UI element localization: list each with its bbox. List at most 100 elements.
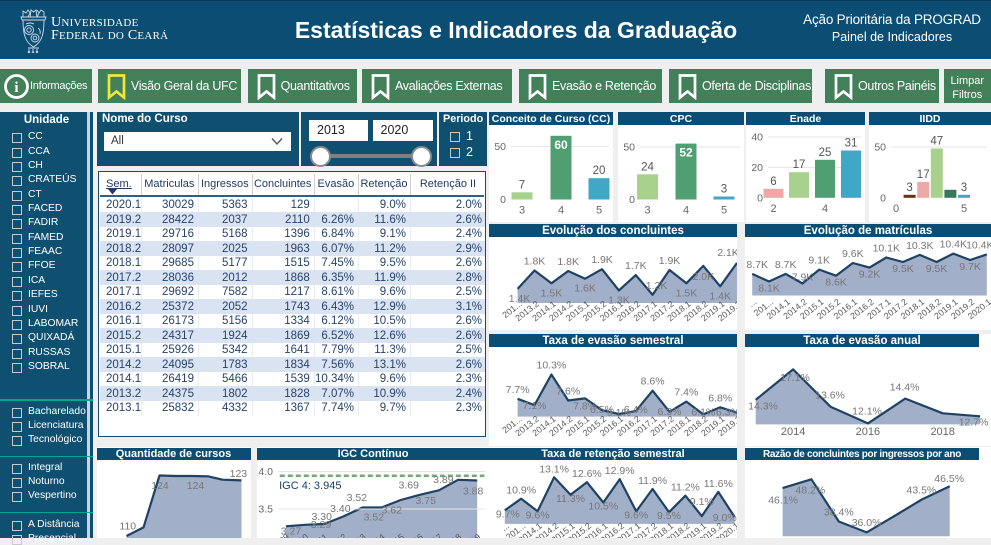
svg-text:3.62: 3.62 [382,505,403,517]
svg-text:38.4%: 38.4% [824,507,854,519]
svg-text:4: 4 [822,203,828,215]
svg-text:5: 5 [596,205,602,217]
svg-text:3.88: 3.88 [463,485,484,497]
svg-text:1.5K: 1.5K [541,287,563,299]
svg-text:1.3K: 1.3K [608,294,630,306]
svg-text:2010: 2010 [289,532,311,538]
svg-text:11.9%: 11.9% [638,475,667,487]
svg-text:1.5K: 1.5K [676,287,698,299]
svg-text:9.0%: 9.0% [713,512,737,524]
svg-text:12.6%: 12.6% [572,468,602,480]
svg-text:7.8%: 7.8% [573,400,597,412]
svg-text:9.5K: 9.5K [892,263,914,275]
svg-text:3.52: 3.52 [347,492,368,504]
svg-text:...: ... [746,297,758,309]
svg-text:8.7K: 8.7K [775,259,797,271]
svg-text:14.3%: 14.3% [748,401,778,413]
svg-text:9.6%: 9.6% [624,509,648,521]
svg-text:13.6%: 13.6% [815,390,845,402]
svg-text:7: 7 [519,179,525,191]
svg-text:11.2%: 11.2% [671,482,700,494]
svg-text:0: 0 [880,192,886,204]
svg-text:2012: 2012 [327,532,349,538]
svg-text:3.5: 3.5 [258,504,273,516]
svg-text:6.3%: 6.3% [716,407,737,419]
svg-text:0: 0 [629,194,635,206]
svg-text:2.0K: 2.0K [692,271,714,283]
svg-text:3.75: 3.75 [415,495,436,507]
svg-text:1.9K: 1.9K [591,254,613,266]
svg-text:31: 31 [845,138,858,150]
svg-text:40: 40 [751,132,763,144]
svg-text:2019: 2019 [461,532,483,538]
svg-text:50: 50 [494,141,506,153]
svg-text:48.2%: 48.2% [795,485,825,497]
svg-text:3: 3 [721,184,727,196]
svg-text:20: 20 [593,165,606,177]
svg-text:3: 3 [519,205,525,217]
svg-text:i: i [14,80,18,96]
svg-text:6.4%: 6.4% [624,404,648,416]
svg-text:124: 124 [151,480,169,492]
svg-text:5: 5 [721,205,727,217]
svg-text:6.5%: 6.5% [590,404,614,416]
svg-text:3.52: 3.52 [364,512,385,524]
svg-text:2016: 2016 [403,532,425,538]
svg-text:1.9K: 1.9K [659,255,681,267]
svg-text:8.6%: 8.6% [641,376,665,388]
svg-text:10.5%: 10.5% [588,501,618,513]
svg-text:9.6K: 9.6K [842,248,864,260]
svg-text:2017: 2017 [423,532,445,538]
svg-text:8.6K: 8.6K [825,277,847,289]
svg-text:46.1%: 46.1% [768,495,798,507]
svg-text:2013: 2013 [346,532,368,538]
svg-text:3: 3 [644,205,650,217]
svg-text:3.89: 3.89 [433,474,454,486]
svg-text:0: 0 [893,203,899,215]
svg-text:11.3%: 11.3% [556,493,585,505]
svg-text:12.1%: 12.1% [852,406,882,418]
svg-text:1.8K: 1.8K [557,256,579,268]
svg-text:6.3%: 6.3% [658,406,682,418]
svg-text:2011: 2011 [308,532,329,538]
svg-text:7.9K: 7.9K [792,272,814,284]
svg-text:4: 4 [683,205,689,217]
svg-text:3.40: 3.40 [330,503,351,515]
svg-text:7.6%: 7.6% [556,386,580,398]
svg-text:110: 110 [119,521,136,533]
svg-text:8.7K: 8.7K [746,259,768,271]
svg-text:2018: 2018 [442,532,464,538]
svg-text:9.7%: 9.7% [496,508,520,520]
svg-text:10.3K: 10.3K [906,240,933,252]
svg-text:3: 3 [961,182,967,194]
svg-text:1.4K: 1.4K [709,290,731,302]
svg-text:12.7%: 12.7% [959,417,989,429]
svg-text:47: 47 [930,136,943,148]
svg-text:9.5%: 9.5% [657,510,681,522]
svg-text:9.5K: 9.5K [926,263,948,275]
svg-text:9.2K: 9.2K [859,269,881,281]
svg-text:46.5%: 46.5% [934,473,964,485]
svg-text:6.1%: 6.1% [607,407,631,419]
svg-text:11.6%: 11.6% [704,478,733,490]
svg-text:17: 17 [793,159,806,171]
svg-text:20: 20 [751,162,763,174]
svg-text:1.4K: 1.4K [509,293,531,305]
svg-text:2: 2 [770,203,776,215]
svg-text:17: 17 [917,169,930,181]
svg-text:4.0: 4.0 [258,466,273,478]
svg-text:9.1K: 9.1K [808,255,830,267]
svg-text:6.1%: 6.1% [691,406,715,418]
svg-text:9.6%: 9.6% [526,509,550,521]
svg-text:24: 24 [641,161,654,173]
svg-text:3.30: 3.30 [311,511,332,523]
svg-text:3: 3 [906,182,912,194]
svg-text:7.4%: 7.4% [674,387,698,399]
svg-text:IGC 4: 3.945: IGC 4: 3.945 [279,480,341,492]
svg-text:6.8%: 6.8% [708,392,732,404]
svg-text:60: 60 [554,138,568,152]
svg-text:3.27: 3.27 [281,526,302,538]
svg-text:4: 4 [558,205,564,217]
svg-text:10.3%: 10.3% [537,360,567,372]
svg-text:124: 124 [186,480,204,492]
